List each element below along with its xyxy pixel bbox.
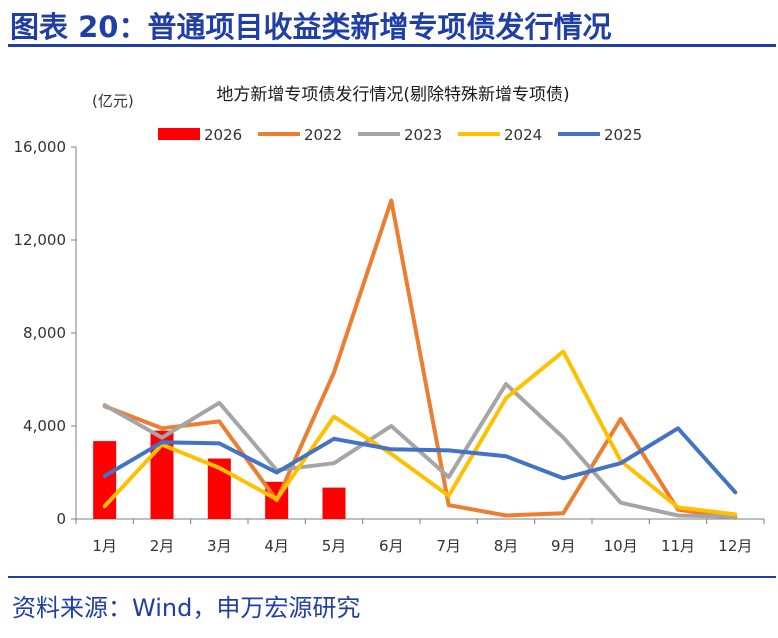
y-tick-label: 0	[56, 510, 66, 528]
x-tick-label: 12月	[718, 537, 752, 555]
y-tick-label: 16,000	[14, 138, 67, 156]
x-tick-label: 6月	[379, 537, 404, 555]
x-tick-label: 7月	[436, 537, 461, 555]
legend-label-2025: 2025	[604, 126, 642, 144]
x-tick-label: 11月	[661, 537, 695, 555]
chart: 地方新增专项债发行情况(剔除特殊新增专项债) (亿元) 2026 2022 2023…	[14, 85, 765, 555]
x-tick-label: 5月	[322, 537, 347, 555]
x-tick-label: 9月	[551, 537, 576, 555]
line-2022	[102, 198, 738, 520]
line-series	[102, 198, 738, 520]
legend-label-2024: 2024	[504, 126, 542, 144]
x-tick-label: 10月	[604, 537, 638, 555]
title-rule	[8, 44, 776, 47]
line-2024	[102, 349, 738, 517]
y-axis: 0 4,000 8,000 12,000 16,000	[14, 138, 77, 528]
report-title: 图表 20：普通项目收益类新增专项债发行情况	[10, 10, 612, 44]
x-tick-label: 8月	[494, 537, 519, 555]
line-2025	[102, 426, 738, 495]
legend-label-2023: 2023	[404, 126, 442, 144]
legend-label-2026: 2026	[204, 126, 242, 144]
y-tick-label: 8,000	[23, 324, 66, 342]
source-note: 资料来源：Wind，申万宏源研究	[12, 594, 361, 622]
legend-label-2022: 2022	[304, 126, 342, 144]
legend: 2026 2022 2023 2024 2025	[158, 126, 642, 144]
x-axis: 1月 2月 3月 4月 5月 6月 7月 8月 9月 10月 11月 12月	[75, 518, 765, 555]
unit-label: (亿元)	[92, 92, 134, 110]
legend-swatch-2026	[158, 128, 200, 140]
chart-title: 地方新增专项债发行情况(剔除特殊新增专项债)	[216, 85, 569, 105]
x-tick-label: 3月	[207, 537, 232, 555]
bar-2026	[322, 487, 346, 519]
x-tick-label: 4月	[264, 537, 289, 555]
x-tick-label: 1月	[92, 537, 117, 555]
source-rule	[8, 576, 776, 578]
y-tick-label: 4,000	[23, 417, 66, 435]
y-tick-label: 12,000	[14, 231, 67, 249]
x-tick-label: 2月	[150, 537, 175, 555]
bar-2026	[207, 458, 231, 519]
